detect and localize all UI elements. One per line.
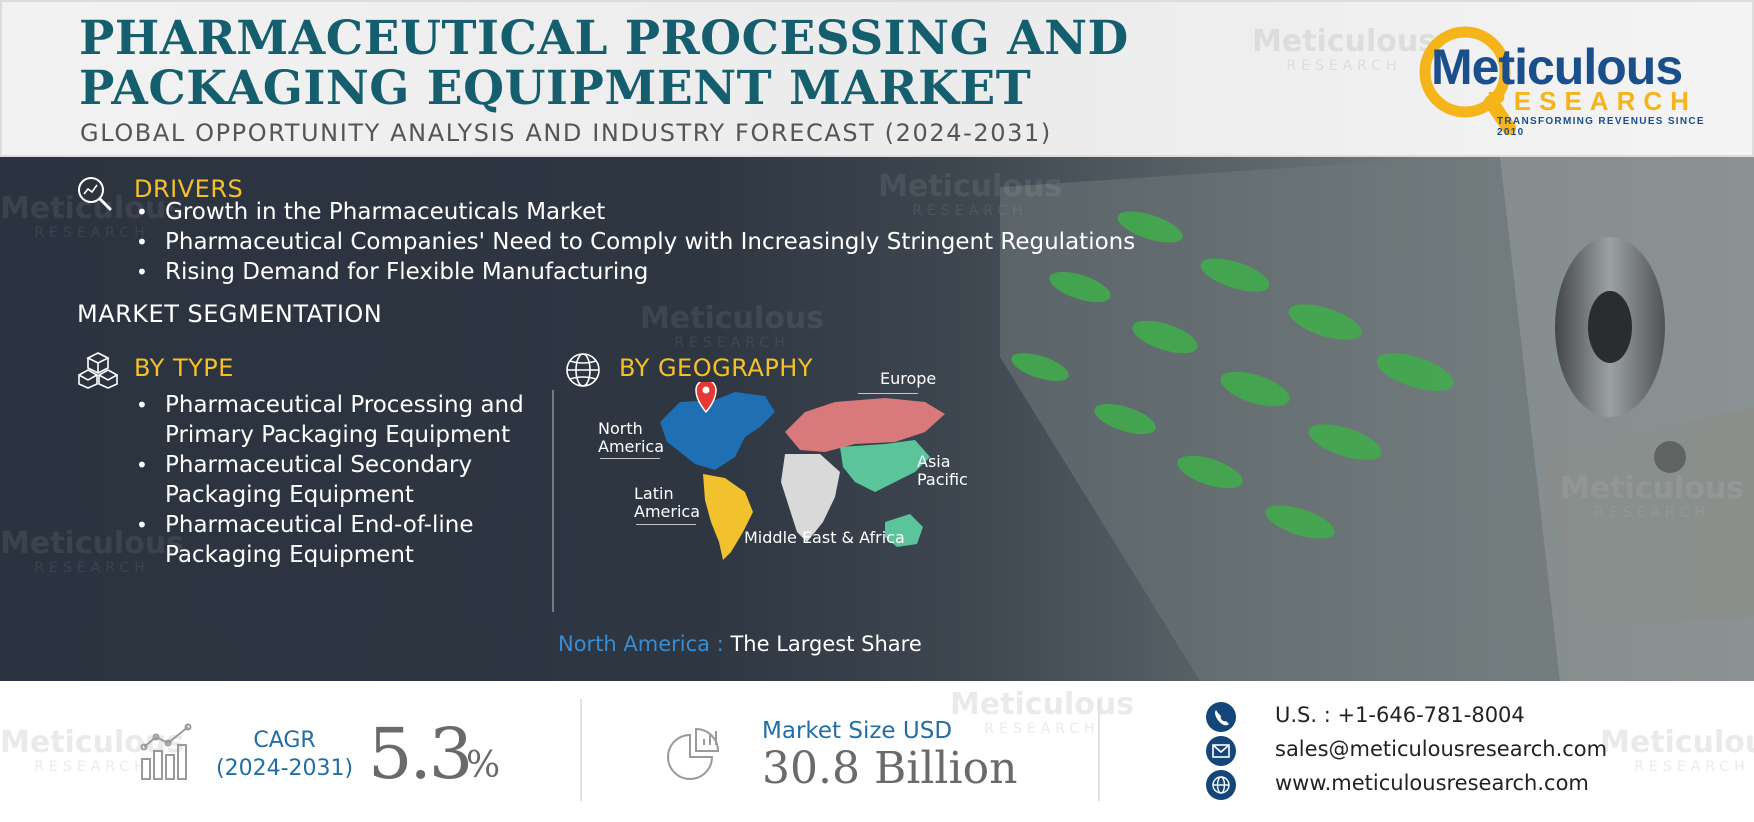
map-australia bbox=[885, 514, 923, 547]
phone-icon bbox=[1206, 702, 1236, 732]
largest-share-callout: North America : The Largest Share bbox=[558, 632, 922, 656]
map-label-line-2: America bbox=[634, 502, 700, 521]
map-label-line-1: Asia bbox=[917, 452, 951, 471]
watermark-word-2: RESEARCH bbox=[34, 560, 150, 576]
map-label-line-2: America bbox=[598, 437, 664, 456]
watermark: Meticulous RESEARCH bbox=[640, 304, 824, 355]
pie-chart-icon bbox=[667, 727, 720, 780]
logo-word-2: RESEARCH bbox=[1487, 86, 1697, 116]
globe-web-icon bbox=[1206, 770, 1236, 800]
drivers-list: Growth in the Pharmaceuticals Market Pha… bbox=[134, 197, 1135, 287]
content-panel: Meticulous RESEARCH Meticulous RESEARCH … bbox=[0, 157, 1754, 681]
by-geography-heading: BY GEOGRAPHY bbox=[619, 354, 813, 382]
logo-tagline: TRANSFORMING REVENUES SINCE 2010 bbox=[1497, 116, 1705, 138]
watermark-word-1: Meticulous bbox=[1252, 24, 1437, 59]
footer-stats: Meticulous RESEARCH Meticulous RESEARCH … bbox=[0, 681, 1754, 822]
email-glyph bbox=[1212, 744, 1230, 758]
title-line-2: PACKAGING EQUIPMENT MARKET bbox=[79, 61, 1032, 116]
segmentation-heading: MARKET SEGMENTATION bbox=[77, 300, 383, 328]
by-type-list: Pharmaceutical Processing and Primary Pa… bbox=[134, 390, 524, 570]
list-item-line-2: Packaging Equipment bbox=[165, 482, 414, 508]
segment-divider bbox=[552, 390, 554, 612]
cagr-label-line-2: (2024-2031) bbox=[216, 756, 354, 781]
meticulous-logo: Meticulous RESEARCH TRANSFORMING REVENUE… bbox=[1417, 24, 1707, 138]
cagr-unit: % bbox=[466, 745, 501, 786]
cagr-value: 5.3 bbox=[368, 713, 473, 795]
watermark-word-1: Meticulous bbox=[950, 687, 1135, 722]
map-label-mea: Middle East & Africa bbox=[744, 528, 905, 547]
list-item: Pharmaceutical Processing and Primary Pa… bbox=[134, 390, 524, 450]
title-line-1: PHARMACEUTICAL PROCESSING AND bbox=[79, 11, 1129, 66]
watermark-word-2: RESEARCH bbox=[34, 225, 150, 241]
watermark-word-2: RESEARCH bbox=[34, 759, 150, 775]
watermark-word-1: Meticulous bbox=[640, 301, 825, 336]
by-type-heading: BY TYPE bbox=[134, 354, 234, 382]
market-size-label: Market Size USD bbox=[762, 718, 953, 744]
market-size-value: 30.8 Billion bbox=[762, 743, 1018, 794]
contact-website[interactable]: www.meticulousresearch.com bbox=[1275, 771, 1589, 795]
globe-glyph bbox=[1212, 776, 1230, 794]
cagr-label-line-1: CAGR bbox=[253, 728, 316, 753]
map-label-line-1: Latin bbox=[634, 484, 674, 503]
watermark-word-2: RESEARCH bbox=[1634, 759, 1750, 775]
list-item-line-2: Primary Packaging Equipment bbox=[165, 422, 511, 448]
list-item: Growth in the Pharmaceuticals Market bbox=[134, 197, 1135, 227]
header-banner: PHARMACEUTICAL PROCESSING AND PACKAGING … bbox=[0, 0, 1754, 157]
map-label-latin-america: Latin America bbox=[634, 485, 700, 521]
map-europe bbox=[785, 398, 945, 452]
watermark-word-2: RESEARCH bbox=[984, 721, 1100, 737]
watermark: Meticulous RESEARCH bbox=[950, 690, 1134, 741]
logo-word-1: Meticulous bbox=[1431, 39, 1683, 95]
page-title: PHARMACEUTICAL PROCESSING AND PACKAGING … bbox=[79, 14, 1129, 114]
watermark: Meticulous RESEARCH bbox=[1560, 474, 1744, 525]
largest-share-text: The Largest Share bbox=[723, 632, 922, 656]
leader-line bbox=[858, 393, 918, 394]
contact-email[interactable]: sales@meticulousresearch.com bbox=[1275, 737, 1608, 761]
watermark: Meticulous RESEARCH bbox=[1252, 27, 1436, 78]
list-item: Pharmaceutical Secondary Packaging Equip… bbox=[134, 450, 524, 510]
footer-divider bbox=[1098, 699, 1100, 801]
list-item: Pharmaceutical End-of-line Packaging Equ… bbox=[134, 510, 524, 570]
list-item: Pharmaceutical Companies' Need to Comply… bbox=[134, 227, 1135, 257]
watermark-word-2: RESEARCH bbox=[1594, 505, 1710, 521]
email-icon bbox=[1206, 736, 1236, 766]
cagr-label: CAGR (2024-2031) bbox=[216, 727, 353, 783]
globe-icon bbox=[566, 353, 600, 387]
magnifier-logo-icon bbox=[1419, 26, 1516, 135]
growth-chart-icon bbox=[140, 723, 192, 780]
leader-line bbox=[636, 524, 696, 525]
page-subtitle: GLOBAL OPPORTUNITY ANALYSIS AND INDUSTRY… bbox=[80, 119, 1052, 147]
map-label-line-2: Pacific bbox=[917, 470, 968, 489]
map-latin-america bbox=[703, 474, 753, 560]
list-item-line-1: Pharmaceutical Processing and bbox=[165, 392, 524, 418]
list-item-line-2: Packaging Equipment bbox=[165, 542, 414, 568]
map-label-north-america: North America bbox=[598, 420, 664, 456]
world-map bbox=[585, 379, 1005, 582]
map-label-asia-pacific: Asia Pacific bbox=[917, 453, 968, 489]
contact-phone: U.S. : +1-646-781-8004 bbox=[1275, 703, 1525, 727]
boxes-icon bbox=[78, 352, 118, 389]
map-north-america bbox=[660, 392, 775, 470]
machine-background-image bbox=[1000, 157, 1754, 681]
phone-glyph bbox=[1215, 710, 1229, 726]
footer-divider bbox=[580, 699, 582, 801]
world-map-graphic bbox=[660, 379, 945, 560]
list-item: Rising Demand for Flexible Manufacturing bbox=[134, 257, 1135, 287]
watermark-word-1: Meticulous bbox=[1560, 471, 1745, 506]
largest-share-region: North America : bbox=[558, 632, 724, 656]
list-item-line-1: Pharmaceutical End-of-line bbox=[165, 512, 474, 538]
watermark-word-1: Meticulous bbox=[1600, 725, 1754, 760]
leader-line bbox=[600, 458, 660, 459]
watermark: Meticulous RESEARCH bbox=[1600, 728, 1754, 779]
map-mea bbox=[781, 454, 840, 542]
magnifier-chart-icon bbox=[78, 177, 112, 211]
watermark-word-2: RESEARCH bbox=[1286, 58, 1402, 74]
watermark-word-2: RESEARCH bbox=[674, 335, 790, 351]
map-label-europe: Europe bbox=[880, 369, 937, 388]
map-asia-pacific bbox=[840, 440, 930, 492]
map-label-line-1: North bbox=[598, 419, 643, 438]
list-item-line-1: Pharmaceutical Secondary bbox=[165, 452, 473, 478]
